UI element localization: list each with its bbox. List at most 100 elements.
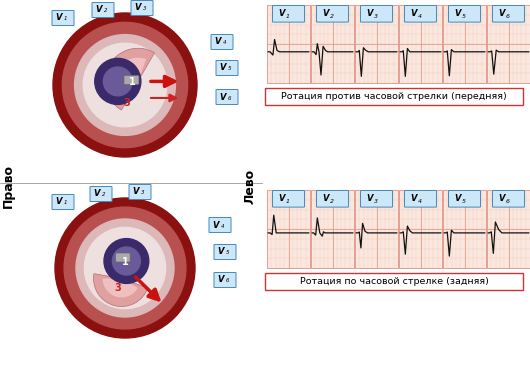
Text: 5: 5 xyxy=(226,251,229,256)
Text: V: V xyxy=(410,9,417,18)
Text: V: V xyxy=(278,9,285,18)
Wedge shape xyxy=(105,48,155,110)
Bar xyxy=(399,190,442,268)
Text: V: V xyxy=(454,9,461,18)
Text: 3: 3 xyxy=(143,6,146,12)
Bar xyxy=(443,190,486,268)
Text: Лево: Лево xyxy=(243,169,257,204)
FancyBboxPatch shape xyxy=(360,191,393,207)
Text: V: V xyxy=(56,197,62,207)
Circle shape xyxy=(76,219,174,317)
FancyBboxPatch shape xyxy=(448,6,481,22)
Text: V: V xyxy=(219,63,226,72)
Text: V: V xyxy=(95,6,102,15)
Circle shape xyxy=(55,198,195,338)
Circle shape xyxy=(64,207,186,329)
Bar xyxy=(399,5,442,83)
Wedge shape xyxy=(103,279,138,297)
FancyBboxPatch shape xyxy=(404,191,437,207)
Text: 3: 3 xyxy=(374,14,378,19)
Circle shape xyxy=(83,43,167,127)
Text: 4: 4 xyxy=(223,41,226,46)
Text: V: V xyxy=(219,93,226,101)
Text: V: V xyxy=(278,194,285,203)
FancyBboxPatch shape xyxy=(129,185,151,200)
Text: 3: 3 xyxy=(114,283,121,292)
Circle shape xyxy=(103,67,132,96)
Bar xyxy=(311,5,354,83)
FancyBboxPatch shape xyxy=(52,10,74,25)
Text: 2: 2 xyxy=(330,14,334,19)
Text: 4: 4 xyxy=(221,223,225,229)
Text: V: V xyxy=(366,9,373,18)
FancyBboxPatch shape xyxy=(316,191,349,207)
FancyBboxPatch shape xyxy=(211,34,233,50)
FancyBboxPatch shape xyxy=(92,3,114,18)
Text: Право: Право xyxy=(2,164,14,208)
Circle shape xyxy=(104,239,149,283)
Text: V: V xyxy=(410,194,417,203)
FancyBboxPatch shape xyxy=(272,6,304,22)
Bar xyxy=(487,5,530,83)
FancyBboxPatch shape xyxy=(116,253,130,262)
FancyBboxPatch shape xyxy=(131,0,153,16)
Text: 3: 3 xyxy=(374,199,378,204)
Text: V: V xyxy=(322,9,329,18)
Text: 1: 1 xyxy=(64,201,67,206)
Circle shape xyxy=(75,35,175,135)
FancyBboxPatch shape xyxy=(404,6,437,22)
Bar xyxy=(265,88,523,105)
FancyBboxPatch shape xyxy=(492,6,525,22)
Text: 1: 1 xyxy=(286,14,290,19)
Text: 5: 5 xyxy=(228,66,232,72)
Bar xyxy=(267,190,310,268)
FancyBboxPatch shape xyxy=(360,6,393,22)
Circle shape xyxy=(53,13,197,157)
FancyBboxPatch shape xyxy=(52,194,74,210)
Circle shape xyxy=(63,22,188,148)
FancyBboxPatch shape xyxy=(492,191,525,207)
FancyBboxPatch shape xyxy=(209,217,231,232)
Text: 3: 3 xyxy=(123,98,130,108)
Text: V: V xyxy=(135,3,141,13)
Ellipse shape xyxy=(122,78,137,90)
Text: V: V xyxy=(213,220,219,229)
FancyBboxPatch shape xyxy=(448,191,481,207)
Circle shape xyxy=(112,247,140,275)
Text: 5: 5 xyxy=(462,199,466,204)
FancyBboxPatch shape xyxy=(272,191,304,207)
Text: V: V xyxy=(454,194,461,203)
Text: V: V xyxy=(366,194,373,203)
FancyBboxPatch shape xyxy=(216,90,238,104)
Text: V: V xyxy=(93,189,100,198)
Text: 3: 3 xyxy=(141,191,145,195)
Text: V: V xyxy=(498,9,505,18)
Text: 4: 4 xyxy=(418,199,422,204)
Text: V: V xyxy=(322,194,329,203)
Bar xyxy=(265,273,523,290)
FancyBboxPatch shape xyxy=(214,273,236,288)
Bar xyxy=(267,5,310,83)
Text: 2: 2 xyxy=(102,192,105,197)
Text: V: V xyxy=(132,188,139,197)
Text: 2: 2 xyxy=(330,199,334,204)
FancyBboxPatch shape xyxy=(214,244,236,260)
Text: 2: 2 xyxy=(104,9,108,13)
Text: V: V xyxy=(217,276,224,285)
Text: V: V xyxy=(498,194,505,203)
Bar xyxy=(311,190,354,268)
Text: Ротация против часовой стрелки (передняя): Ротация против часовой стрелки (передняя… xyxy=(281,92,507,101)
FancyBboxPatch shape xyxy=(216,60,238,75)
Text: 4: 4 xyxy=(418,14,422,19)
Text: V: V xyxy=(217,248,224,257)
FancyBboxPatch shape xyxy=(124,75,139,85)
FancyBboxPatch shape xyxy=(316,6,349,22)
Text: 1: 1 xyxy=(129,77,136,87)
Wedge shape xyxy=(93,274,148,307)
Text: V: V xyxy=(56,13,62,22)
Circle shape xyxy=(95,58,141,104)
Text: 6: 6 xyxy=(226,279,229,283)
Text: 6: 6 xyxy=(506,199,510,204)
Text: V: V xyxy=(215,38,221,47)
Text: 1: 1 xyxy=(64,16,67,22)
